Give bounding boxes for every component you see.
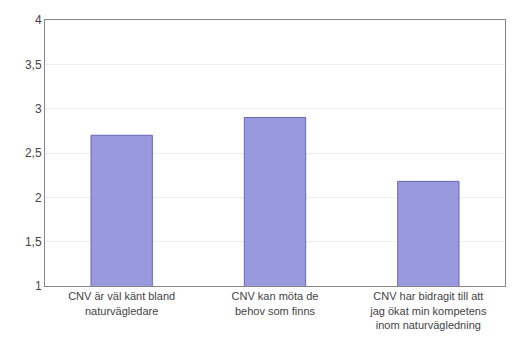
svg-text:2: 2 [35, 191, 42, 205]
svg-text:CNV är väl känt blandnaturvägl: CNV är väl känt blandnaturvägledare [68, 290, 175, 316]
svg-text:3: 3 [35, 102, 42, 116]
svg-text:4: 4 [35, 13, 42, 27]
svg-text:CNV kan möta debehov som finns: CNV kan möta debehov som finns [232, 290, 319, 316]
svg-text:3,5: 3,5 [25, 58, 42, 72]
svg-text:CNV har bidragit till attjag ö: CNV har bidragit till attjag ökat min ko… [369, 290, 487, 331]
svg-text:2,5: 2,5 [25, 146, 42, 160]
svg-text:1,5: 1,5 [25, 235, 42, 249]
svg-text:1: 1 [35, 279, 42, 293]
